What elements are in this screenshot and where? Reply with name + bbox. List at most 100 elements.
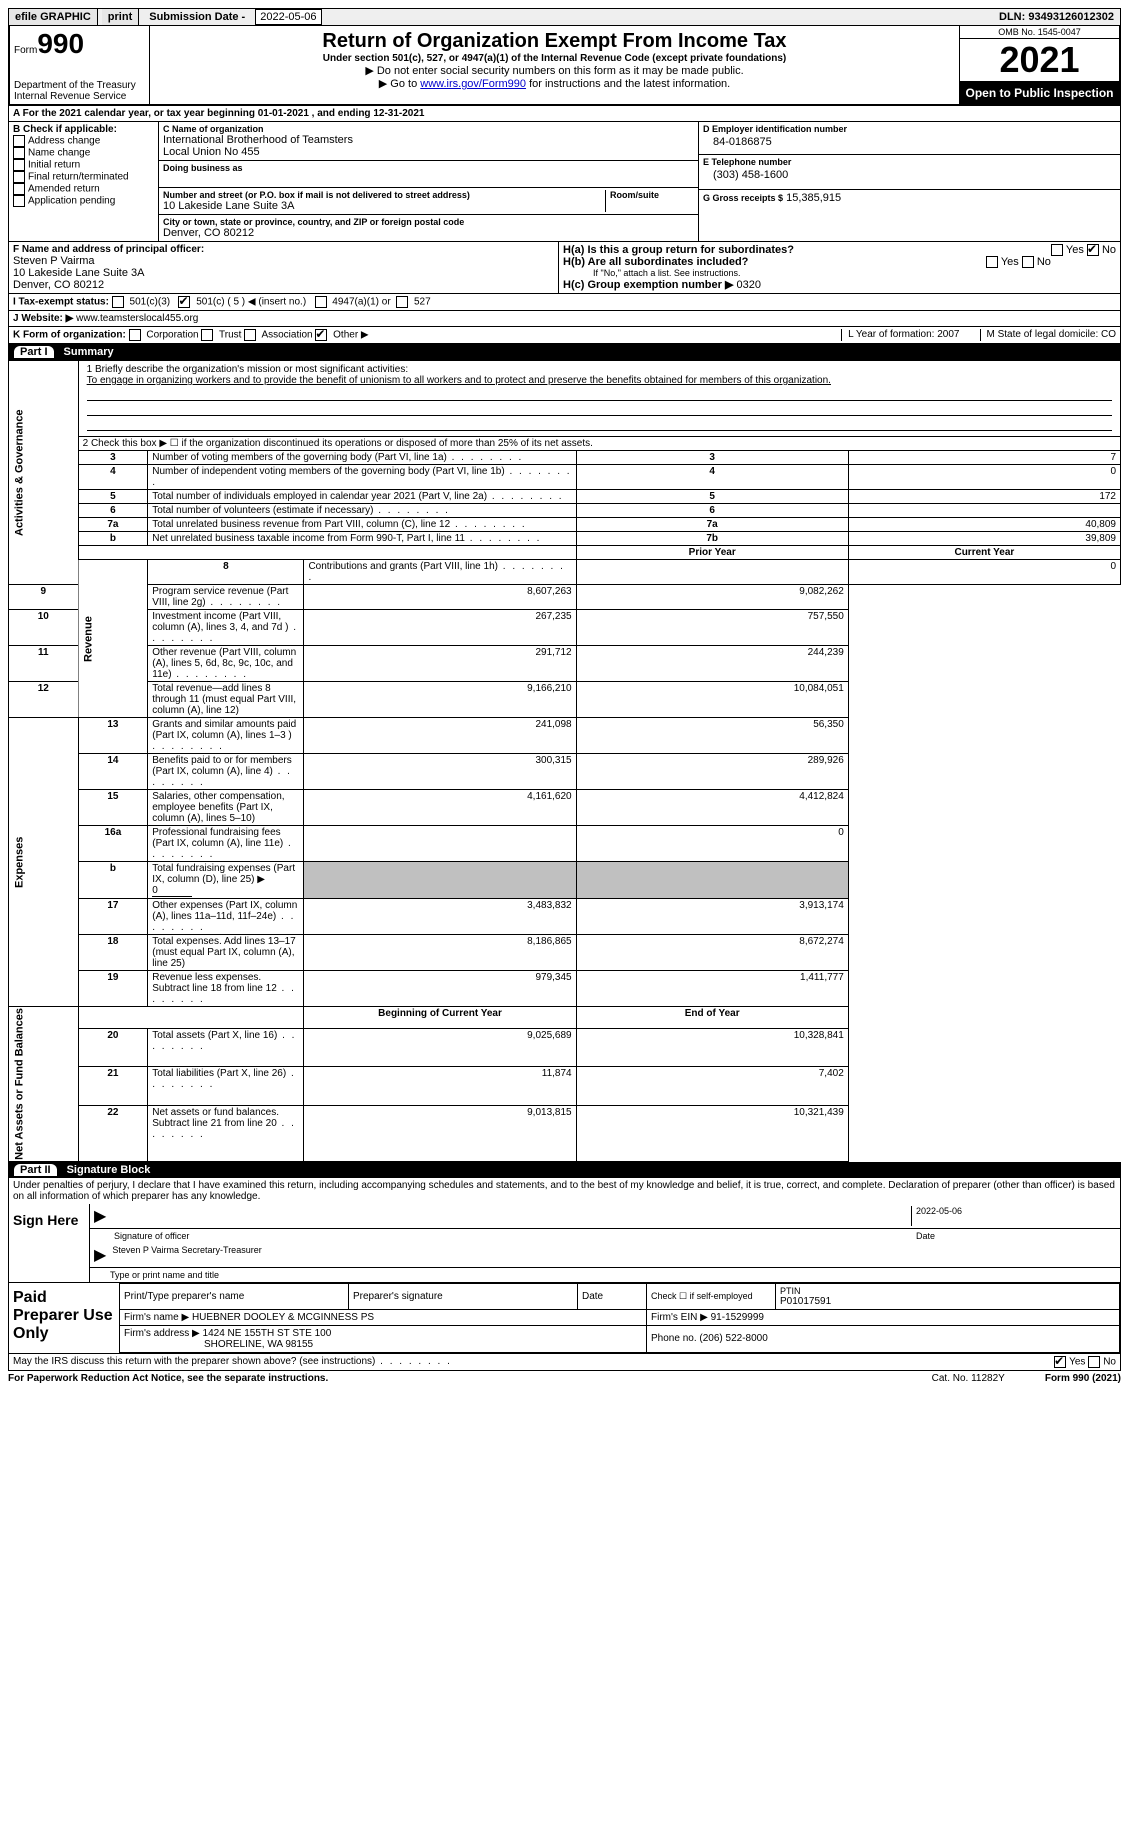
- val-4: 0: [848, 465, 1120, 490]
- hb-no[interactable]: [1022, 256, 1034, 268]
- section-gov: Activities & Governance: [9, 361, 79, 585]
- part-1-header: Part I Summary: [8, 344, 1121, 360]
- check-initial-return[interactable]: [13, 159, 25, 171]
- sign-here-label: Sign Here: [9, 1204, 89, 1282]
- section-expenses: Expenses: [9, 718, 79, 1007]
- tax-exempt-status-row: I Tax-exempt status: 501(c)(3) 501(c) ( …: [8, 294, 1121, 311]
- mission-text: To engage in organizing workers and to p…: [87, 375, 1112, 386]
- gross-receipts-value: 15,385,915: [786, 192, 841, 204]
- section-revenue: Revenue: [78, 560, 148, 718]
- col-d-right: D Employer identification number 84-0186…: [699, 122, 1120, 241]
- row-a-tax-year: A For the 2021 calendar year, or tax yea…: [8, 106, 1121, 122]
- footer: For Paperwork Reduction Act Notice, see …: [8, 1371, 1121, 1386]
- print-button[interactable]: print: [102, 9, 139, 25]
- val-21p: 11,874: [304, 1067, 576, 1106]
- check-501c[interactable]: [178, 296, 190, 308]
- val-12c: 10,084,051: [576, 682, 848, 718]
- col-c-org-info: C Name of organization International Bro…: [159, 122, 699, 241]
- discuss-yes[interactable]: [1054, 1356, 1066, 1368]
- val-16ac: 0: [576, 826, 848, 862]
- val-10p: 267,235: [304, 610, 576, 646]
- form-title: Return of Organization Exempt From Incom…: [154, 30, 955, 53]
- discuss-row: May the IRS discuss this return with the…: [8, 1354, 1121, 1371]
- val-18p: 8,186,865: [304, 935, 576, 971]
- state-domicile: M State of legal domicile: CO: [980, 329, 1117, 341]
- dept-treasury: Department of the Treasury: [14, 80, 145, 91]
- website-note: ▶ Go to www.irs.gov/Form990 for instruct…: [154, 77, 955, 90]
- group-exemption-number: 0320: [736, 279, 760, 291]
- discuss-no[interactable]: [1088, 1356, 1100, 1368]
- val-11p: 291,712: [304, 646, 576, 682]
- officer-name: Steven P Vairma: [13, 255, 554, 267]
- val-12p: 9,166,210: [304, 682, 576, 718]
- irs-link[interactable]: www.irs.gov/Form990: [420, 78, 526, 90]
- form-number: 990: [37, 28, 84, 59]
- val-10c: 757,550: [576, 610, 848, 646]
- val-9c: 9,082,262: [576, 585, 848, 610]
- check-501c3[interactable]: [112, 296, 124, 308]
- val-13p: 241,098: [304, 718, 576, 754]
- city-state-zip: Denver, CO 80212: [163, 227, 694, 239]
- check-trust[interactable]: [201, 329, 213, 341]
- dln: DLN: 93493126012302: [993, 9, 1120, 25]
- top-toolbar: efile GRAPHIC print Submission Date - 20…: [8, 8, 1121, 26]
- open-to-public: Open to Public Inspection: [960, 82, 1119, 104]
- check-address-change[interactable]: [13, 135, 25, 147]
- ha-no[interactable]: [1087, 244, 1099, 256]
- val-22p: 9,013,815: [304, 1106, 576, 1162]
- check-other[interactable]: [315, 329, 327, 341]
- section-net-assets: Net Assets or Fund Balances: [9, 1007, 79, 1162]
- check-final-return[interactable]: [13, 171, 25, 183]
- check-application-pending[interactable]: [13, 195, 25, 207]
- val-14c: 289,926: [576, 754, 848, 790]
- check-4947[interactable]: [315, 296, 327, 308]
- val-15c: 4,412,824: [576, 790, 848, 826]
- check-corp[interactable]: [129, 329, 141, 341]
- val-7b: 39,809: [848, 532, 1120, 546]
- val-21c: 7,402: [576, 1067, 848, 1106]
- irs-label: Internal Revenue Service: [14, 91, 145, 102]
- year-formation: L Year of formation: 2007: [841, 329, 959, 341]
- val-19p: 979,345: [304, 971, 576, 1007]
- val-20p: 9,025,689: [304, 1028, 576, 1067]
- val-19c: 1,411,777: [576, 971, 848, 1007]
- tax-year: 2021: [960, 39, 1119, 82]
- firm-phone: (206) 522-8000: [699, 1333, 767, 1344]
- ha-yes[interactable]: [1051, 244, 1063, 256]
- form-of-org-row: K Form of organization: Corporation Trus…: [8, 327, 1121, 344]
- officer-group-row: F Name and address of principal officer:…: [8, 242, 1121, 294]
- line-2: 2 Check this box ▶ ☐ if the organization…: [78, 437, 1120, 451]
- form-word: Form: [14, 45, 37, 56]
- val-6: [848, 504, 1120, 518]
- omb-number: OMB No. 1545-0047: [960, 26, 1119, 39]
- val-16b: 0: [152, 885, 192, 897]
- paid-preparer-section: Paid Preparer Use Only Print/Type prepar…: [8, 1283, 1121, 1354]
- form-footer: Form 990 (2021): [1045, 1373, 1121, 1384]
- col-b-checkboxes: B Check if applicable: Address change Na…: [9, 122, 159, 241]
- website-row: J Website: ▶ www.teamsterslocal455.org: [8, 311, 1121, 327]
- ssn-note: ▶ Do not enter social security numbers o…: [154, 64, 955, 77]
- firm-ein: 91-1529999: [711, 1312, 764, 1323]
- part-2-header: Part II Signature Block: [8, 1162, 1121, 1178]
- check-name-change[interactable]: [13, 147, 25, 159]
- signature-section: Under penalties of perjury, I declare th…: [8, 1178, 1121, 1283]
- firm-name: HUEBNER DOOLEY & MCGINNESS PS: [192, 1312, 374, 1323]
- efile-button[interactable]: efile GRAPHIC: [9, 9, 98, 25]
- val-11c: 244,239: [576, 646, 848, 682]
- form-header: Form990 Department of the Treasury Inter…: [8, 26, 1121, 106]
- summary-table: Activities & Governance 1 Briefly descri…: [8, 360, 1121, 1162]
- officer-addr2: Denver, CO 80212: [13, 279, 554, 291]
- check-assoc[interactable]: [244, 329, 256, 341]
- val-20c: 10,328,841: [576, 1028, 848, 1067]
- val-3: 7: [848, 451, 1120, 465]
- firm-addr-2: SHORELINE, WA 98155: [124, 1339, 313, 1350]
- street-address: 10 Lakeside Lane Suite 3A: [163, 200, 605, 212]
- val-17c: 3,913,174: [576, 899, 848, 935]
- val-5: 172: [848, 490, 1120, 504]
- perjury-declaration: Under penalties of perjury, I declare th…: [9, 1178, 1120, 1204]
- check-527[interactable]: [396, 296, 408, 308]
- paid-preparer-label: Paid Preparer Use Only: [9, 1283, 119, 1353]
- hb-yes[interactable]: [986, 256, 998, 268]
- check-amended[interactable]: [13, 183, 25, 195]
- org-name-1: International Brotherhood of Teamsters: [163, 134, 694, 146]
